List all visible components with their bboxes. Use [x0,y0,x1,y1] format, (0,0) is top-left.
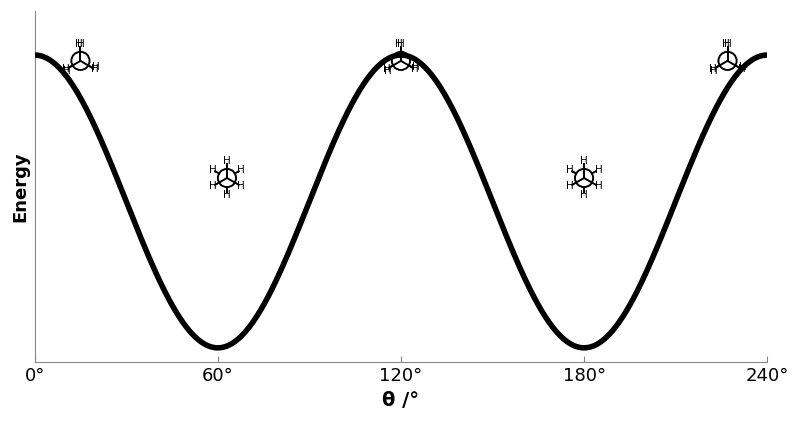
Text: H: H [77,39,84,49]
X-axis label: θ /°: θ /° [382,391,419,410]
Y-axis label: Energy: Energy [11,152,29,222]
Text: H: H [412,62,420,72]
Text: H: H [710,64,717,74]
Text: H: H [223,189,231,200]
Text: H: H [411,64,419,74]
Text: H: H [395,39,403,49]
Text: H: H [580,157,588,166]
Text: H: H [209,181,217,191]
Text: H: H [209,165,217,175]
Text: H: H [710,66,718,76]
Text: H: H [722,39,730,49]
Text: H: H [724,39,731,49]
Text: H: H [92,62,100,72]
Text: H: H [238,181,245,191]
Text: H: H [238,165,245,175]
Text: H: H [91,64,98,74]
Text: H: H [63,66,71,76]
Text: H: H [739,62,746,72]
Text: H: H [566,165,574,175]
Text: H: H [223,157,231,166]
Text: H: H [738,64,746,74]
Text: H: H [382,64,390,74]
Text: H: H [594,181,602,191]
Text: H: H [594,165,602,175]
Text: H: H [74,39,82,49]
Text: H: H [580,189,588,200]
Text: H: H [384,66,391,76]
Text: H: H [397,39,405,49]
Text: H: H [62,64,70,74]
Text: H: H [566,181,574,191]
